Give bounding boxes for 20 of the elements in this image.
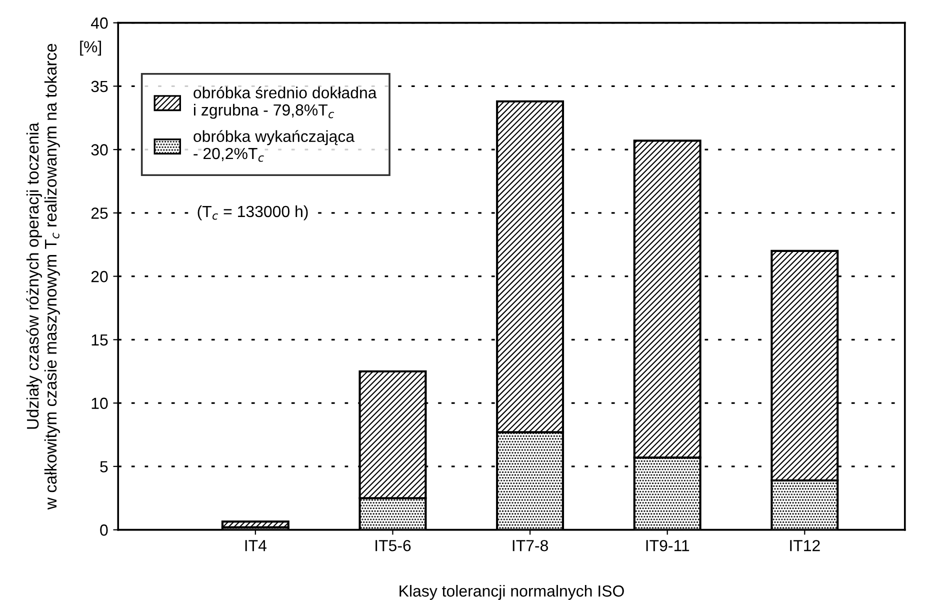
x-tick-label: IT5-6 — [376, 540, 411, 552]
annotation: (T$_{c}$ = 133000 h) — [198, 205, 308, 220]
y-tick-label: 35 — [91, 80, 108, 92]
x-tick-label: IT12 — [790, 540, 820, 552]
y-tick-label: 25 — [91, 208, 108, 219]
y-tick-label: 5 — [100, 461, 108, 472]
text: [%] — [80, 40, 101, 56]
x-tick-label: IT7-8 — [512, 540, 548, 552]
x-axis-title: Klasy tolerancji normalnych ISO — [400, 584, 624, 600]
y-tick-label: 40 — [90, 17, 108, 29]
y-tick-label: 30 — [91, 144, 108, 156]
y-tick-label: 15 — [92, 334, 108, 346]
x-tick-label: IT4 — [245, 540, 266, 552]
legend-label: obróbka wykańczająca - 20,2%T$_{c}$ — [194, 130, 355, 162]
y-tick-label: 0 — [100, 524, 108, 536]
x-tick-label: IT9-11 — [646, 540, 690, 552]
y-tick-label: 20 — [91, 270, 108, 282]
legend-label: obróbka średnio dokładna i zgrubna - 79,8%T$_{c}$ — [194, 86, 377, 119]
y-axis-title: Udziały czasów różnych operacji toczenia w całkowitym czasie maszynowym T$_{c}$ realizowanym na tokarce — [26, 44, 60, 510]
y-tick-label: 10 — [92, 398, 108, 409]
